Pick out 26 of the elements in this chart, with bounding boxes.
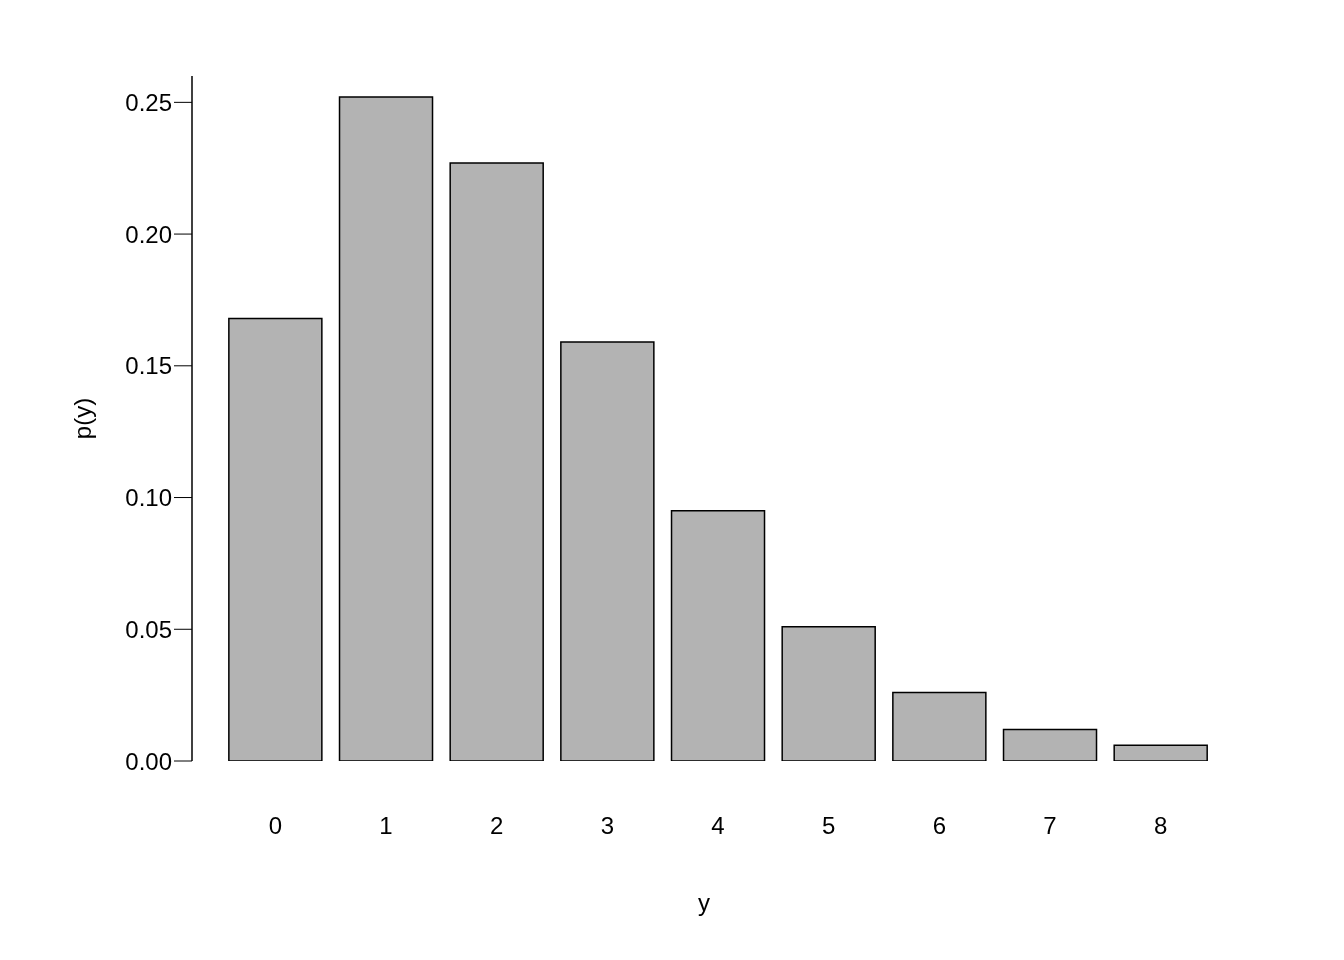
- y-tick-label: 0.05: [125, 615, 172, 643]
- bar: [1002, 728, 1098, 761]
- bar: [449, 162, 544, 761]
- y-tick-label: 0.25: [125, 88, 172, 116]
- y-tick-label: 0.20: [125, 220, 172, 248]
- y-tick-label: 0.00: [125, 747, 172, 775]
- y-tick-label: 0.15: [125, 352, 172, 380]
- x-tick-label: 7: [1043, 812, 1057, 840]
- x-tick-label: 8: [1153, 812, 1168, 840]
- x-tick-label: 4: [711, 812, 725, 840]
- y-tick-label: 0.10: [125, 484, 172, 512]
- y-axis-title: p(y): [68, 397, 96, 440]
- bar: [228, 317, 323, 761]
- bar: [892, 691, 987, 761]
- x-tick-label: 2: [489, 812, 504, 840]
- x-tick-label: 6: [932, 812, 947, 840]
- bar: [1113, 744, 1208, 761]
- x-axis-title: y: [698, 889, 710, 916]
- x-tick-label: 5: [821, 812, 836, 840]
- bar: [781, 625, 876, 761]
- x-tick-label: 1: [379, 812, 393, 840]
- x-tick-label: 0: [268, 812, 283, 840]
- x-tick-label: 3: [600, 812, 615, 840]
- bar: [338, 96, 434, 761]
- bar: [670, 509, 766, 761]
- bar: [560, 341, 655, 761]
